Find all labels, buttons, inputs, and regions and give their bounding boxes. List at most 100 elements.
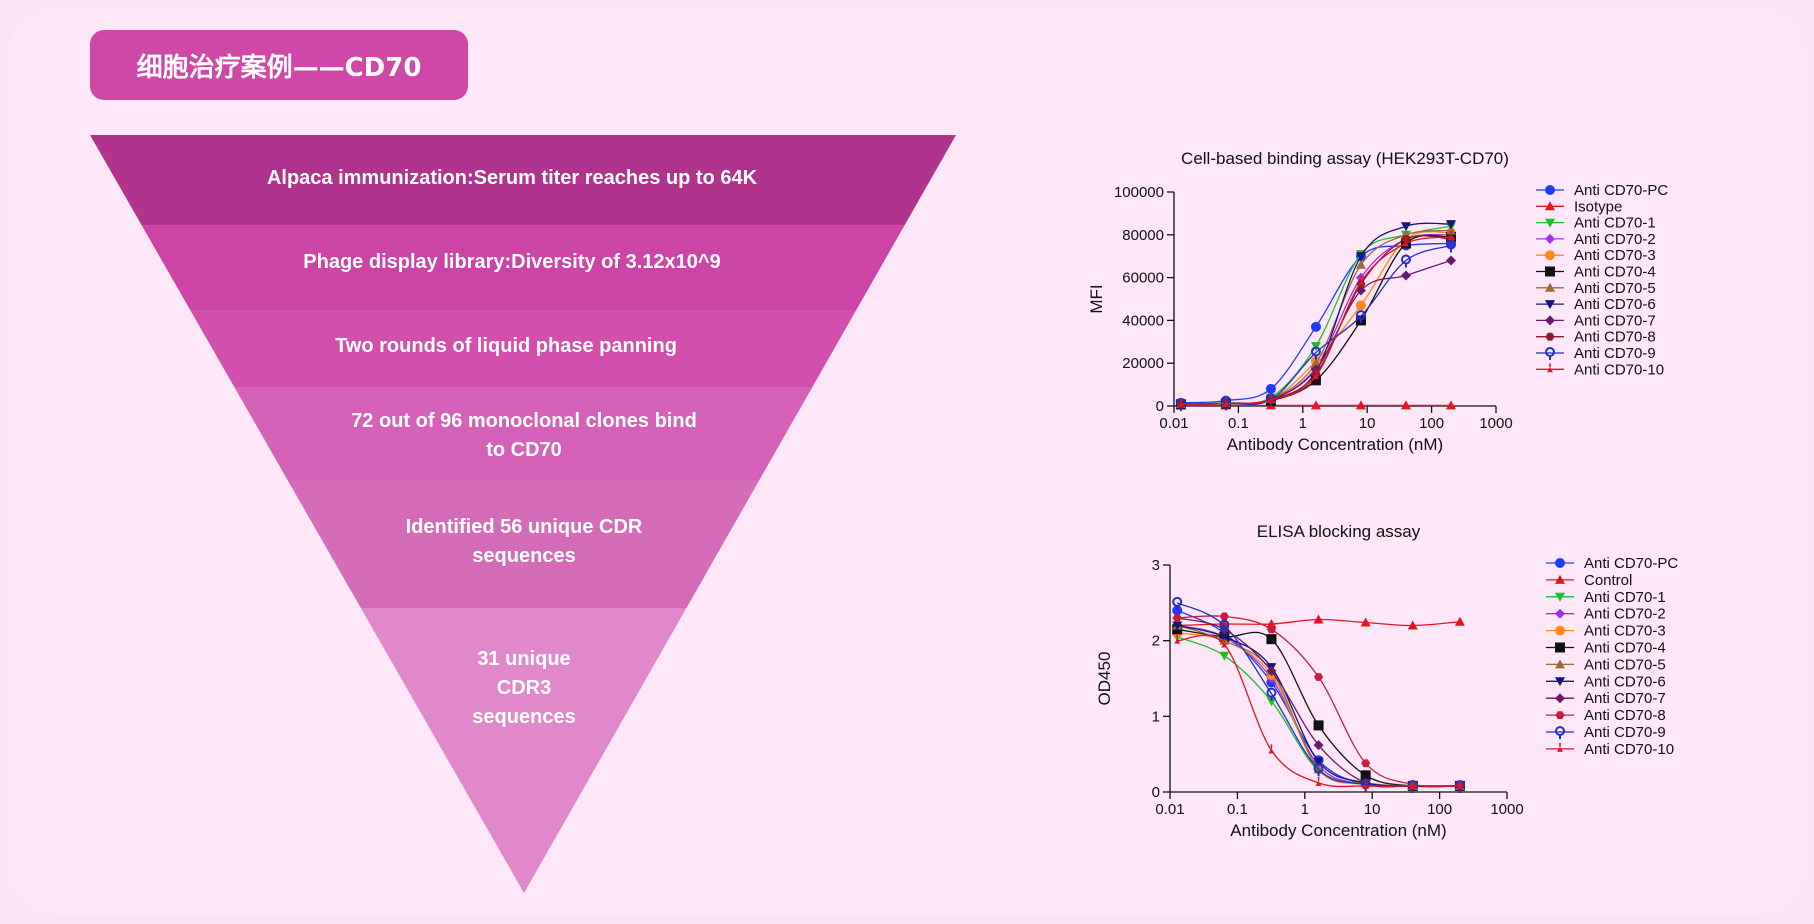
x-tick-label: 0.1 <box>1227 801 1248 818</box>
legend-label: Anti CD70-10 <box>1574 361 1664 378</box>
data-point <box>1361 759 1371 768</box>
data-point <box>1266 697 1277 707</box>
series-6 <box>1175 231 1456 410</box>
data-point <box>1362 779 1369 789</box>
data-point <box>1402 237 1409 247</box>
legend-entry: Anti CD70-5 <box>1536 280 1656 297</box>
legend-label: Anti CD70-9 <box>1584 724 1666 741</box>
data-point <box>1174 634 1181 644</box>
elisa-blocking-chart: ELISA blocking assay 0.01 0.1 1 10 100 1000 0 1 2… <box>1095 522 1678 840</box>
x-tick-label: 0.01 <box>1159 415 1188 432</box>
funnel-layer-1 <box>90 135 956 225</box>
funnel-layer-label-5: Identified 56 unique CDR sequences <box>405 515 643 567</box>
legend-entry: Anti CD70-1 <box>1536 215 1656 232</box>
legend-label: Anti CD70-1 <box>1574 215 1656 232</box>
funnel-layer-4 <box>234 387 813 480</box>
data-point <box>1172 596 1183 610</box>
x-tick-label: 100 <box>1419 415 1444 432</box>
legend-label: Anti CD70-4 <box>1584 640 1666 657</box>
y-tick-label: 2 <box>1152 633 1160 650</box>
data-point <box>1219 612 1229 621</box>
y-tick-label: 20000 <box>1122 355 1164 372</box>
data-point <box>1445 400 1456 410</box>
y-tick-label: 60000 <box>1122 270 1164 287</box>
data-point <box>1313 757 1324 767</box>
data-point <box>1172 621 1183 631</box>
data-point <box>1310 400 1321 410</box>
legend-entry: Anti CD70-6 <box>1546 673 1666 690</box>
x-tick-label: 0.01 <box>1155 801 1184 818</box>
series-11 <box>1172 596 1465 793</box>
data-point <box>1219 619 1230 633</box>
legend-entry: Anti CD70-PC <box>1536 182 1668 199</box>
legend-entry: Anti CD70-9 <box>1546 724 1666 741</box>
data-point <box>1266 625 1276 634</box>
legend-entry: Isotype <box>1536 198 1622 215</box>
data-point <box>1400 254 1411 268</box>
legend-label: Anti CD70-2 <box>1574 231 1656 248</box>
data-point <box>1312 370 1319 380</box>
x-tick-label: 10 <box>1359 415 1376 432</box>
data-point <box>1267 394 1274 404</box>
legend-entry: Anti CD70-2 <box>1536 231 1656 248</box>
data-point <box>1172 614 1182 622</box>
data-point <box>1447 230 1454 240</box>
legend-label: Anti CD70-10 <box>1584 741 1674 758</box>
data-point <box>1266 687 1277 701</box>
legend-entry: Anti CD70-PC <box>1546 555 1678 572</box>
legend-label: Anti CD70-8 <box>1584 707 1666 724</box>
series-12 <box>1177 230 1454 408</box>
legend-label: Isotype <box>1574 198 1622 215</box>
legend-label: Anti CD70-2 <box>1584 606 1666 623</box>
legend-entry: Anti CD70-10 <box>1536 361 1664 378</box>
legend-entry: Anti CD70-7 <box>1546 690 1666 707</box>
data-point <box>1454 616 1465 626</box>
data-point <box>1313 720 1324 731</box>
legend-label: Anti CD70-PC <box>1574 182 1668 199</box>
data-point <box>1445 255 1456 266</box>
funnel-layer-label-3: Two rounds of liquid phase panning <box>335 334 677 357</box>
y-axis-label: MFI <box>1087 284 1106 313</box>
legend-entry: Anti CD70-6 <box>1536 296 1656 313</box>
funnel-layer-label-4: 72 out of 96 monoclonal clones bind to C… <box>351 409 697 461</box>
legend-label: Anti CD70-4 <box>1574 264 1656 281</box>
x-axis-label: Antibody Concentration (nM) <box>1227 435 1443 454</box>
y-axis-label: OD450 <box>1095 652 1114 706</box>
legend-entry: Anti CD70-3 <box>1546 623 1666 640</box>
data-point <box>1314 673 1324 681</box>
data-point <box>1266 634 1277 645</box>
legend-label: Anti CD70-7 <box>1584 690 1666 707</box>
data-point <box>1355 400 1366 410</box>
binding-assay-chart: Cell-based binding assay (HEK293T-CD70) 0… <box>1087 149 1668 454</box>
data-point <box>1265 383 1276 394</box>
data-point <box>1177 398 1184 408</box>
series-12 <box>1174 634 1463 789</box>
data-point <box>1310 346 1321 360</box>
legend-label: Control <box>1584 572 1632 589</box>
legend-entry: Anti CD70-9 <box>1536 345 1656 362</box>
legend-entry: Anti CD70-3 <box>1536 247 1656 264</box>
data-point <box>1407 620 1418 630</box>
data-point <box>1219 651 1230 661</box>
funnel-layer-5 <box>287 480 760 608</box>
data-point <box>1409 779 1416 789</box>
data-point <box>1313 614 1324 624</box>
data-point <box>1360 770 1371 781</box>
funnel-diagram <box>90 135 956 893</box>
y-tick-label: 100000 <box>1114 184 1164 201</box>
funnel-layer-6 <box>360 608 687 893</box>
data-point <box>1313 763 1324 777</box>
data-point <box>1357 275 1364 285</box>
legend-label: Anti CD70-9 <box>1574 345 1656 362</box>
y-tick-label: 1 <box>1152 708 1160 725</box>
legend-entry: Anti CD70-5 <box>1546 656 1666 673</box>
legend-label: Anti CD70-3 <box>1584 623 1666 640</box>
legend-entry: Anti CD70-2 <box>1546 606 1666 623</box>
data-point <box>1400 270 1411 281</box>
data-point <box>1222 397 1229 407</box>
legend-entry: Anti CD70-4 <box>1536 264 1656 281</box>
series-9 <box>1175 255 1456 410</box>
legend-entry: Anti CD70-8 <box>1546 707 1666 724</box>
x-tick-label: 1 <box>1301 801 1309 818</box>
x-tick-label: 10 <box>1364 801 1381 818</box>
